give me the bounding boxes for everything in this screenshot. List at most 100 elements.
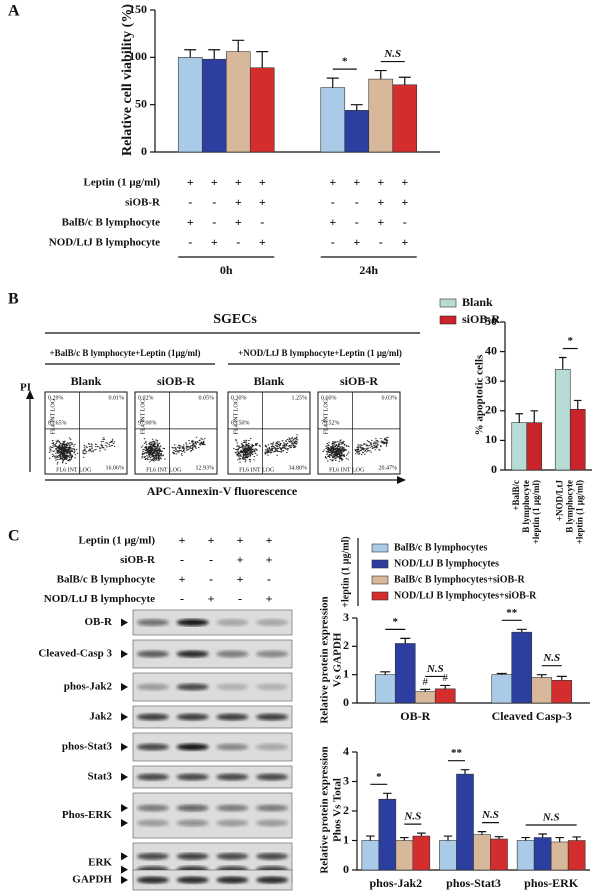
bar bbox=[569, 409, 586, 471]
bar bbox=[516, 840, 535, 871]
sign: - bbox=[331, 235, 335, 249]
error-bar bbox=[420, 688, 431, 692]
y-axis-label: Relative protein expression bbox=[319, 596, 331, 723]
bar bbox=[551, 680, 573, 704]
band bbox=[176, 650, 209, 658]
plot-axis: FL4 INT LOG bbox=[323, 398, 329, 434]
sign: - bbox=[379, 235, 383, 249]
error-bar bbox=[574, 399, 582, 410]
sign: + bbox=[179, 572, 186, 586]
error-bar bbox=[366, 835, 375, 841]
annotation: N.S bbox=[542, 812, 560, 824]
band bbox=[216, 743, 249, 751]
error-bar bbox=[208, 49, 221, 60]
flow-title: SGECs bbox=[213, 312, 257, 327]
x-tick-label: +leptin (1 μg/ml) bbox=[531, 480, 541, 544]
band bbox=[136, 773, 169, 781]
error-bar bbox=[536, 674, 547, 678]
sign: + bbox=[353, 235, 360, 249]
error-bar bbox=[460, 769, 470, 775]
error-bar bbox=[538, 833, 547, 838]
band bbox=[216, 804, 249, 812]
annotation: N.S bbox=[481, 809, 499, 821]
sign: - bbox=[267, 572, 271, 586]
legend-label: BalB/c B lymphocytes bbox=[394, 542, 487, 553]
y-tick-label: 20 bbox=[485, 403, 497, 417]
plot-axis: FL4 INT LOG bbox=[233, 398, 239, 434]
sign: + bbox=[211, 235, 218, 249]
band bbox=[176, 876, 209, 884]
error-bar bbox=[417, 832, 426, 837]
sign: - bbox=[355, 215, 359, 229]
bar bbox=[439, 840, 457, 871]
sign: + bbox=[266, 591, 273, 605]
y-tick-label: 1 bbox=[343, 832, 349, 846]
error-bar bbox=[515, 413, 523, 423]
quadrant-value: 1.25% bbox=[292, 395, 308, 401]
y-axis-label: Relative protein expression bbox=[319, 746, 331, 873]
band-arrow bbox=[121, 804, 128, 812]
y-tick-label: 50 bbox=[485, 314, 497, 328]
band bbox=[256, 713, 289, 721]
error-bar bbox=[383, 792, 392, 800]
y-tick-label: 50 bbox=[135, 96, 147, 110]
bar bbox=[394, 643, 416, 704]
row-label: BalB/c B lymphocyte bbox=[57, 574, 156, 586]
blot-box bbox=[132, 792, 293, 839]
y-tick-label: 30 bbox=[485, 373, 497, 387]
y-tick-label: 10 bbox=[485, 432, 497, 446]
band bbox=[136, 876, 169, 884]
x-tick-label: Cleaved Casp-3 bbox=[492, 709, 572, 723]
arrow-head bbox=[26, 390, 34, 399]
y-tick-label: 0 bbox=[491, 462, 497, 476]
row-label: BalB/c B lymphocyte bbox=[62, 217, 161, 229]
error-bar bbox=[556, 675, 567, 681]
panel-label: C bbox=[8, 528, 20, 545]
band-label: GAPDH bbox=[72, 874, 112, 886]
annotation: # bbox=[443, 672, 449, 684]
bar bbox=[225, 51, 251, 153]
band bbox=[136, 683, 169, 691]
band-arrow bbox=[121, 819, 128, 827]
sign: + bbox=[237, 572, 244, 586]
y-tick-label: 0 bbox=[141, 144, 147, 158]
arrow-head bbox=[397, 476, 406, 484]
band-label: ERK bbox=[88, 857, 112, 869]
bar bbox=[412, 835, 431, 871]
y-tick-label: 100 bbox=[129, 49, 147, 63]
y-tick-label: 2 bbox=[343, 803, 349, 817]
x-tick-label: +NOD/LtJ bbox=[554, 480, 564, 522]
panel-label: A bbox=[8, 3, 20, 20]
band-label: phos-Jak2 bbox=[64, 681, 113, 693]
band bbox=[136, 819, 169, 827]
blot-box bbox=[132, 869, 293, 891]
plot-axis: FL6 INT LOG bbox=[329, 467, 365, 473]
bar bbox=[378, 798, 397, 871]
error-bar bbox=[516, 628, 527, 633]
band bbox=[256, 819, 289, 827]
error-bar bbox=[184, 49, 197, 58]
sign: + bbox=[208, 533, 215, 547]
bar bbox=[368, 78, 394, 153]
band-arrow bbox=[121, 650, 128, 658]
quadrant-value: 12.93% bbox=[196, 465, 215, 471]
sign: + bbox=[377, 175, 384, 189]
x-tick-label: OB-R bbox=[400, 709, 430, 723]
error-bar bbox=[530, 410, 538, 423]
legend-label: siOB-R bbox=[462, 312, 500, 326]
legend-swatch bbox=[439, 315, 457, 325]
band bbox=[256, 683, 289, 691]
bar bbox=[473, 834, 491, 871]
bar bbox=[554, 369, 571, 471]
legend-swatch bbox=[371, 575, 389, 585]
band bbox=[176, 619, 209, 626]
row-label: Leptin (1 μg/ml) bbox=[83, 177, 160, 189]
error-bar bbox=[374, 69, 387, 80]
annotation: * bbox=[393, 616, 399, 628]
band bbox=[256, 804, 289, 812]
y-tick-label: 4 bbox=[343, 744, 349, 758]
dots bbox=[233, 434, 299, 463]
annotation: N.S bbox=[403, 811, 421, 823]
error-bar bbox=[350, 104, 363, 111]
x-tick-label: B lymphocyte bbox=[564, 480, 574, 533]
